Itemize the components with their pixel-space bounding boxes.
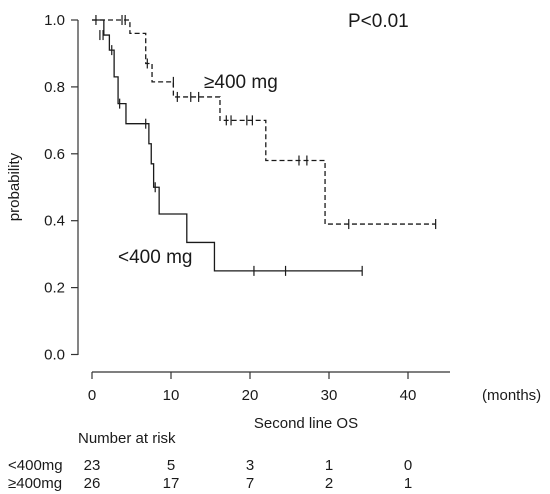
y-axis-title: probability [6, 152, 23, 221]
survival-curve-high-dose [92, 19, 436, 225]
risk-count: 1 [404, 475, 412, 492]
y-tick-label: 0.6 [44, 146, 65, 163]
risk-count: 0 [404, 457, 412, 474]
x-axis-unit: (months) [482, 387, 541, 404]
x-tick-label: 0 [88, 387, 96, 404]
risk-count: 2 [325, 475, 333, 492]
risk-count: 23 [84, 457, 101, 474]
p-value-label: P<0.01 [348, 11, 409, 32]
risk-count: 5 [167, 457, 175, 474]
series-layer [92, 15, 437, 276]
risk-row-label: ≥400mg [8, 475, 62, 492]
survival-curve-low-dose [92, 19, 363, 272]
x-ticks: 0 10 20 30 40 [88, 372, 417, 404]
risk-table-heading: Number at risk [78, 430, 176, 447]
x-tick-label: 30 [321, 387, 338, 404]
y-tick-label: 0.0 [44, 347, 65, 364]
risk-count: 17 [163, 475, 180, 492]
risk-count: 26 [84, 475, 101, 492]
y-tick-label: 0.2 [44, 280, 65, 297]
series-label-high-dose: ≥400 mg [204, 72, 278, 93]
y-ticks: 0.0 0.2 0.4 0.6 0.8 1.0 [44, 12, 78, 364]
risk-row-label: <400mg [8, 457, 63, 474]
series-high-dose [92, 15, 437, 230]
x-axis: 0 10 20 30 40 (months) Second line OS [88, 371, 541, 432]
risk-count: 1 [325, 457, 333, 474]
series-low-dose [92, 19, 363, 276]
risk-rows: <400mg 23 5 3 1 0≥400mg 26 17 7 2 1 [8, 457, 412, 492]
y-tick-label: 0.8 [44, 79, 65, 96]
y-tick-label: 1.0 [44, 12, 65, 29]
risk-count: 7 [246, 475, 254, 492]
series-label-low-dose: <400 mg [118, 247, 192, 268]
x-tick-label: 40 [400, 387, 417, 404]
y-axis: 0.0 0.2 0.4 0.6 0.8 1.0 probability [6, 12, 79, 364]
y-tick-label: 0.4 [44, 213, 65, 230]
x-tick-label: 20 [242, 387, 259, 404]
x-tick-label: 10 [163, 387, 180, 404]
risk-table: Number at risk <400mg 23 5 3 1 0≥400mg 26 17 7 2 1 [8, 430, 412, 492]
risk-count: 3 [246, 457, 254, 474]
x-axis-title: Second line OS [254, 415, 358, 432]
